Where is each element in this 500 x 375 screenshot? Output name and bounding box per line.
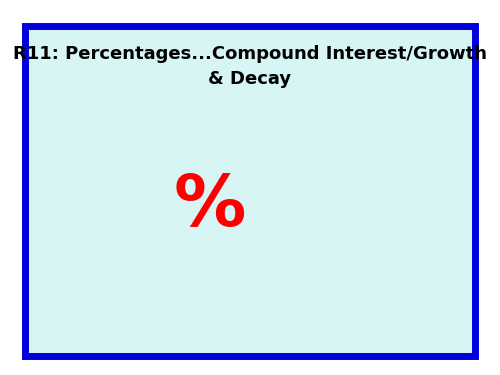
FancyBboxPatch shape [25,26,475,356]
Text: %: % [174,172,246,241]
Text: R11: Percentages...Compound Interest/Growth
& Decay: R11: Percentages...Compound Interest/Gro… [13,45,487,88]
